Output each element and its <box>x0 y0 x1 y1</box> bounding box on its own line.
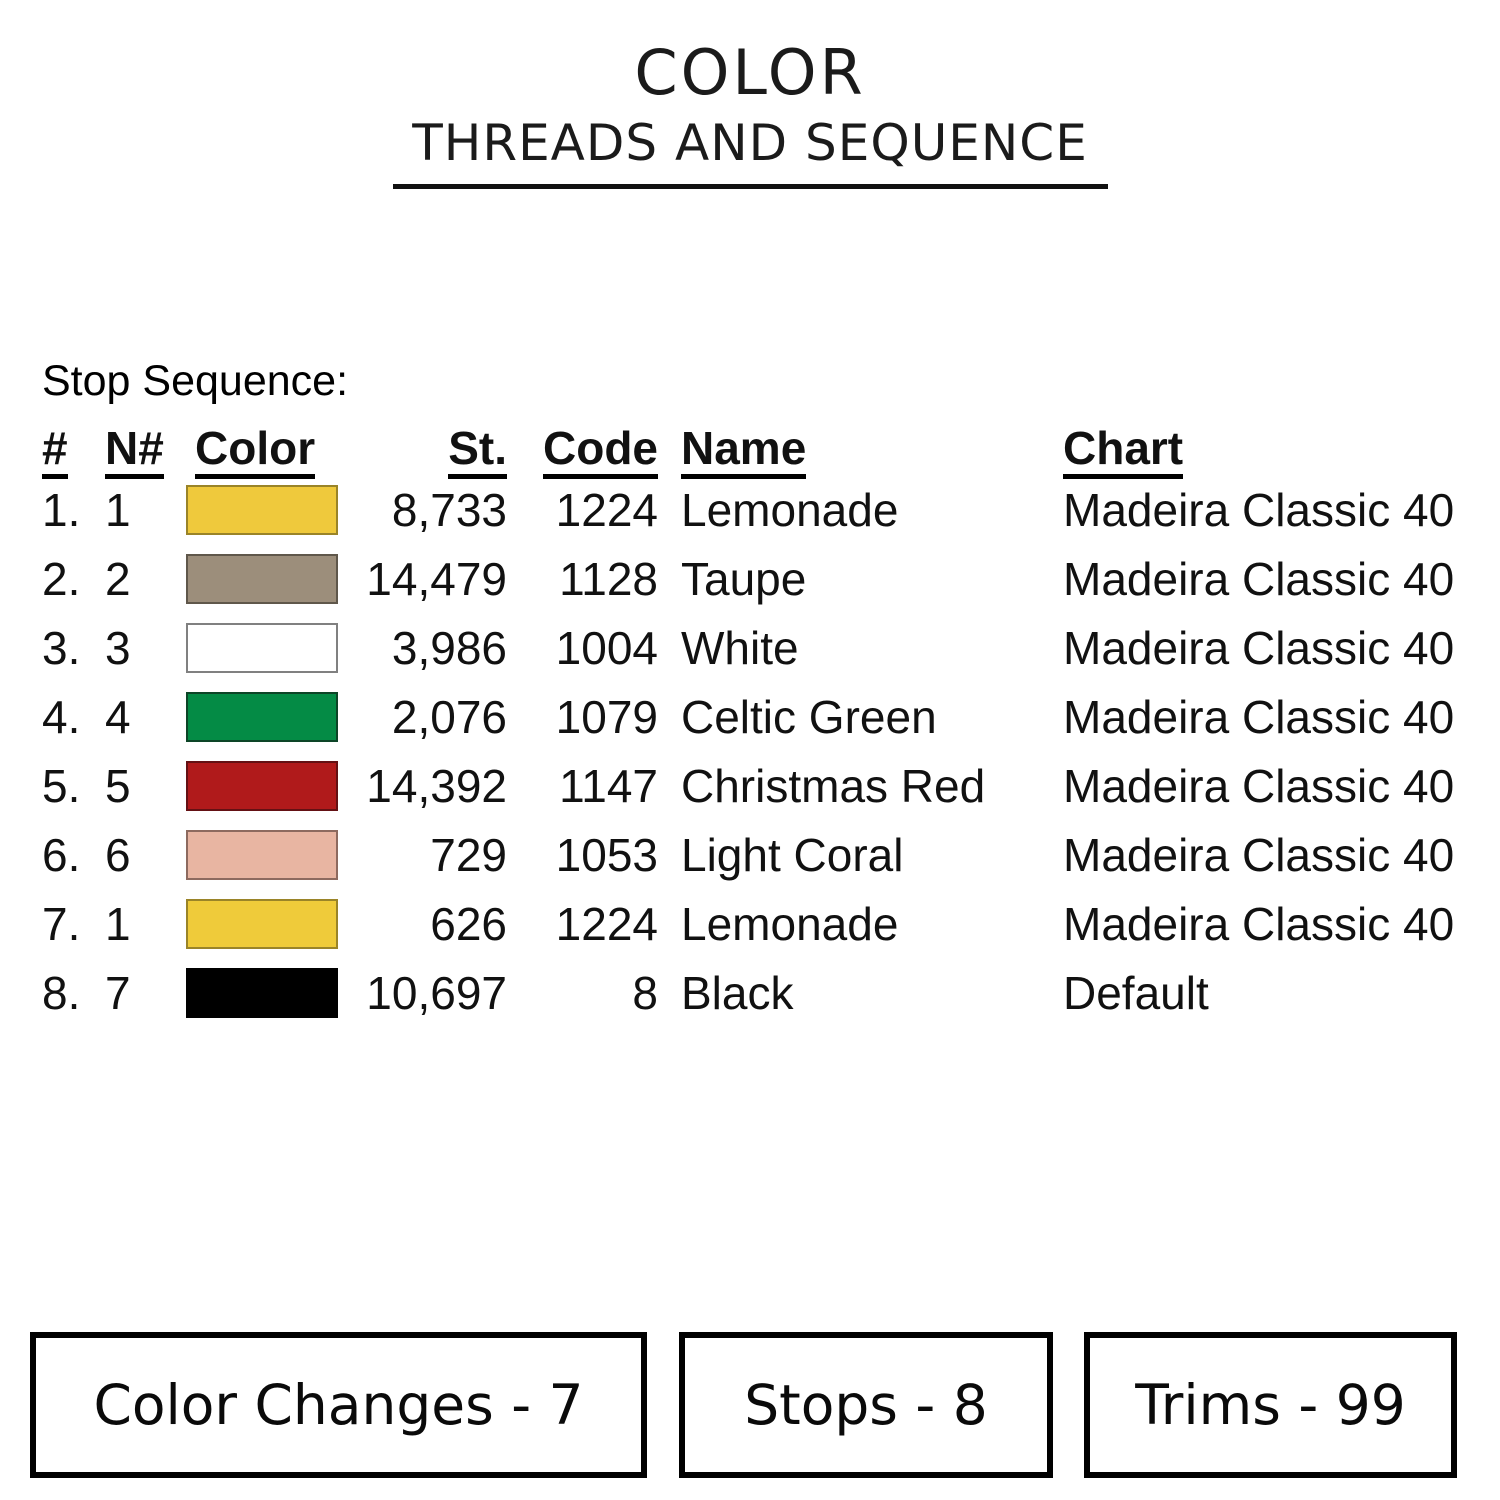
header-chart: Chart <box>1040 421 1462 480</box>
thread-code: 1147 <box>559 759 658 812</box>
table-row: 7. 1 626 1224 Lemonade Madeira Classic 4… <box>42 889 1462 958</box>
table-row: 4. 4 2,076 1079 Celtic Green Madeira Cla… <box>42 682 1462 751</box>
stitch-count: 10,697 <box>366 966 507 1019</box>
thread-code: 8 <box>632 966 658 1019</box>
stops-label: Stops - 8 <box>744 1373 988 1437</box>
thread-chart: Madeira Classic 40 <box>1063 828 1455 881</box>
needle-number: 2 <box>105 552 131 605</box>
row-index: 7. <box>42 897 81 950</box>
thread-code: 1128 <box>559 552 658 605</box>
row-index: 1. <box>42 483 81 536</box>
thread-chart: Madeira Classic 40 <box>1063 897 1455 950</box>
color-swatch <box>186 484 338 535</box>
needle-number: 1 <box>105 897 131 950</box>
title-block: COLOR THREADS AND SEQUENCE <box>0 42 1500 189</box>
stitch-count: 626 <box>430 897 507 950</box>
trims-box: Trims - 99 <box>1084 1332 1457 1478</box>
color-swatch <box>186 967 338 1018</box>
thread-chart: Madeira Classic 40 <box>1063 621 1455 674</box>
header-stitches: St. <box>338 421 507 480</box>
row-index: 4. <box>42 690 81 743</box>
thread-name: Black <box>681 966 794 1019</box>
thread-name: Lemonade <box>681 897 899 950</box>
thread-name: Lemonade <box>681 483 899 536</box>
stitch-count: 3,986 <box>391 621 507 674</box>
color-swatch <box>186 829 338 880</box>
thread-code: 1224 <box>555 483 658 536</box>
stitch-count: 729 <box>430 828 507 881</box>
color-swatch <box>186 898 338 949</box>
thread-code: 1004 <box>555 621 658 674</box>
thread-name: Christmas Red <box>681 759 986 812</box>
header-color: Color <box>186 421 338 480</box>
thread-chart: Madeira Classic 40 <box>1063 552 1455 605</box>
thread-code: 1224 <box>555 897 658 950</box>
color-swatch <box>186 760 338 811</box>
table-row: 2. 2 14,479 1128 Taupe Madeira Classic 4… <box>42 544 1462 613</box>
table-row: 1. 1 8,733 1224 Lemonade Madeira Classic… <box>42 475 1462 544</box>
table-row: 6. 6 729 1053 Light Coral Madeira Classi… <box>42 820 1462 889</box>
title-underline <box>392 184 1108 189</box>
stitch-count: 8,733 <box>391 483 507 536</box>
page-subtitle: THREADS AND SEQUENCE <box>412 114 1088 172</box>
header-name: Name <box>658 421 1040 480</box>
table-header-row: # N# Color St. Code Name Chart <box>42 421 1462 480</box>
header-needle: N# <box>105 421 186 480</box>
thread-code: 1079 <box>555 690 658 743</box>
needle-number: 6 <box>105 828 131 881</box>
table-row: 8. 7 10,697 8 Black Default <box>42 958 1462 1027</box>
needle-number: 5 <box>105 759 131 812</box>
color-changes-label: Color Changes - 7 <box>93 1373 584 1437</box>
stitch-count: 14,479 <box>366 552 507 605</box>
trims-label: Trims - 99 <box>1135 1373 1406 1437</box>
color-swatch <box>186 553 338 604</box>
row-index: 8. <box>42 966 81 1019</box>
thread-name: Light Coral <box>681 828 904 881</box>
stitch-count: 14,392 <box>366 759 507 812</box>
thread-code: 1053 <box>555 828 658 881</box>
color-changes-box: Color Changes - 7 <box>30 1332 647 1478</box>
thread-name: Celtic Green <box>681 690 937 743</box>
needle-number: 1 <box>105 483 131 536</box>
header-code: Code <box>507 421 658 480</box>
page-title: COLOR <box>634 36 866 109</box>
color-swatch <box>186 691 338 742</box>
color-swatch <box>186 622 338 673</box>
stop-sequence-label: Stop Sequence: <box>42 357 349 405</box>
thread-name: Taupe <box>681 552 807 605</box>
header-index: # <box>42 421 105 480</box>
row-index: 6. <box>42 828 81 881</box>
thread-chart: Default <box>1063 966 1209 1019</box>
row-index: 5. <box>42 759 81 812</box>
stop-sequence-section: Stop Sequence: # N# Color St. Code Name … <box>42 357 1462 1027</box>
needle-number: 7 <box>105 966 131 1019</box>
needle-number: 4 <box>105 690 131 743</box>
row-index: 2. <box>42 552 81 605</box>
thread-name: White <box>681 621 799 674</box>
thread-chart: Madeira Classic 40 <box>1063 690 1455 743</box>
stitch-count: 2,076 <box>391 690 507 743</box>
needle-number: 3 <box>105 621 131 674</box>
thread-chart: Madeira Classic 40 <box>1063 759 1455 812</box>
stops-box: Stops - 8 <box>679 1332 1053 1478</box>
row-index: 3. <box>42 621 81 674</box>
table-row: 5. 5 14,392 1147 Christmas Red Madeira C… <box>42 751 1462 820</box>
thread-chart: Madeira Classic 40 <box>1063 483 1455 536</box>
table-row: 3. 3 3,986 1004 White Madeira Classic 40 <box>42 613 1462 682</box>
